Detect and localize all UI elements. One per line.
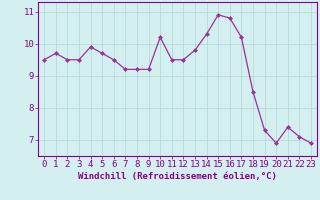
X-axis label: Windchill (Refroidissement éolien,°C): Windchill (Refroidissement éolien,°C) xyxy=(78,172,277,181)
